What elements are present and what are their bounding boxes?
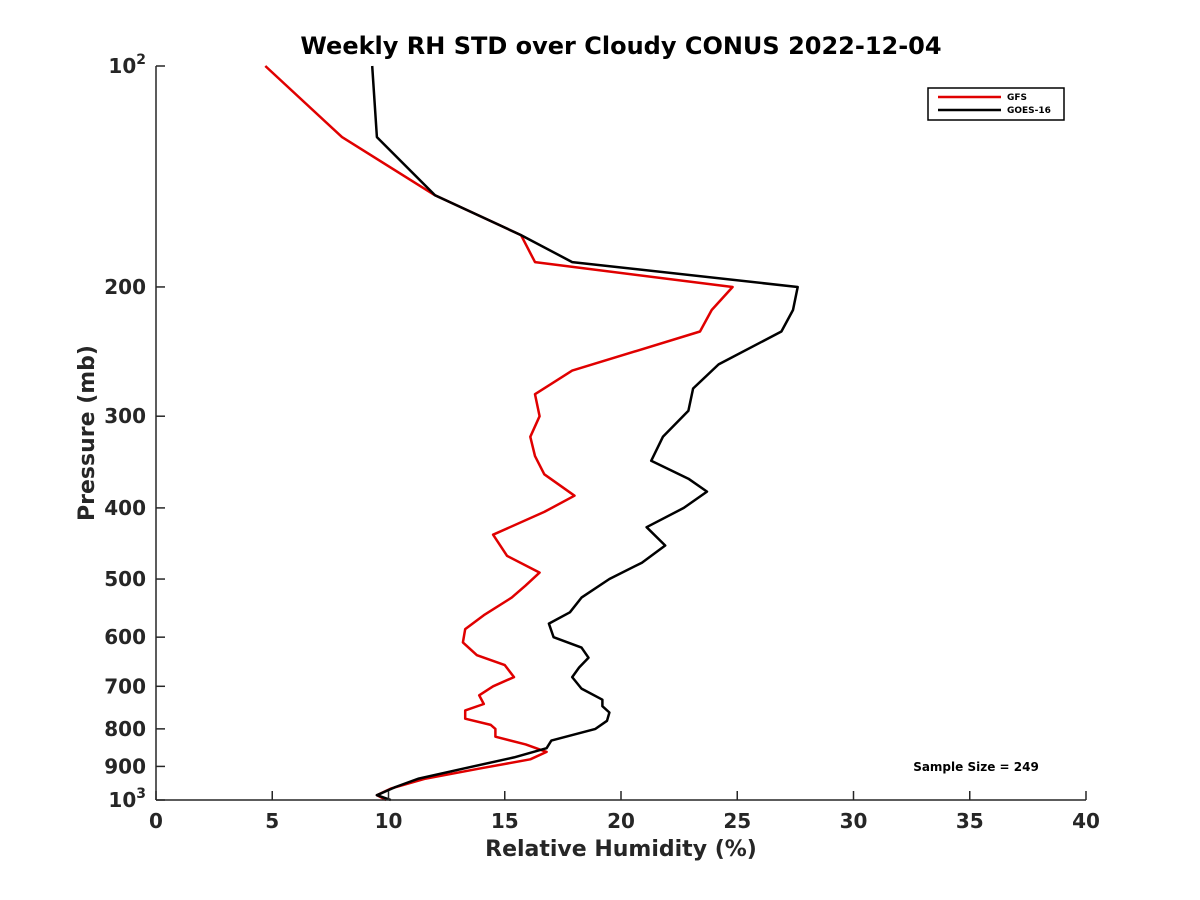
x-tick-label: 35 [956,809,984,833]
x-tick-label: 5 [265,809,279,833]
legend-label-gfs: GFS [1007,93,1027,103]
y-tick-label: 300 [104,404,146,428]
y-axis-label: Pressure (mb) [75,345,100,521]
series-line-goes16 [370,65,799,802]
x-axis-label: Relative Humidity (%) [485,837,757,862]
x-tick-label: 15 [491,809,519,833]
chart-title: Weekly RH STD over Cloudy CONUS 2022-12-… [300,32,941,60]
y-tick-label: 500 [104,567,146,591]
y-tick-label: 400 [104,496,146,520]
axes [155,66,1086,801]
sample-size-annotation: Sample Size = 249 [913,760,1039,774]
y-tick-label: 103 [108,786,146,812]
x-tick-label: 20 [607,809,635,833]
x-tick-label: 0 [149,809,163,833]
legend-box [927,87,1065,121]
legend: GFS GOES-16 [927,87,1065,121]
legend-label-goes16: GOES-16 [1007,106,1051,116]
y-tick-label: 900 [104,754,146,778]
plot-lines [264,65,799,802]
series-line-gfs [264,65,734,802]
x-tick-label: 40 [1072,809,1100,833]
y-tick-label: 600 [104,625,146,649]
x-tick-label: 10 [375,809,403,833]
x-tick-label: 25 [723,809,751,833]
y-tick-label: 800 [104,717,146,741]
y-tick-label: 700 [104,674,146,698]
y-tick-label: 200 [104,275,146,299]
y-tick-label: 102 [108,52,146,78]
ticks: 0 5 10 15 20 25 30 35 40 102 200 300 400 500 600 700 800… [104,52,1100,833]
x-tick-label: 30 [840,809,868,833]
